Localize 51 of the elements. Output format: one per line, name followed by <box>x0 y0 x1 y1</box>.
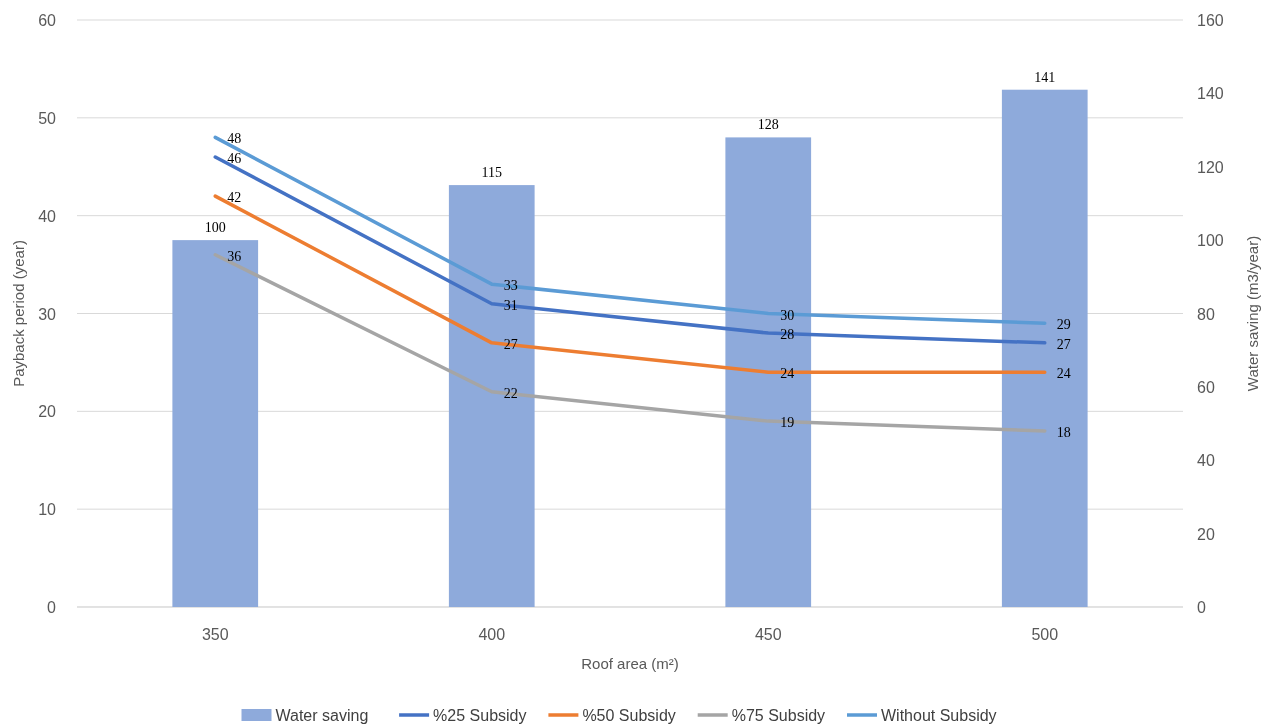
y2-tick-label: 140 <box>1197 85 1224 103</box>
data-label: 141 <box>1034 69 1056 85</box>
legend-label: Without Subsidy <box>881 707 997 724</box>
data-label: 29 <box>1056 317 1071 333</box>
legend-label: %25 Subsidy <box>433 707 527 724</box>
legend-label: %75 Subsidy <box>731 707 826 724</box>
x-tick-label: 450 <box>754 626 782 643</box>
y-tick-label: 50 <box>38 109 57 127</box>
y2-tick-label: 80 <box>1197 305 1215 323</box>
y-tick-label: 30 <box>38 305 57 323</box>
y2-tick-label: 0 <box>1197 599 1206 616</box>
x-tick-label: 400 <box>478 626 506 643</box>
data-label: 36 <box>227 248 242 264</box>
data-label: 48 <box>227 131 242 147</box>
line-series <box>213 253 1047 433</box>
data-label: 22 <box>503 385 518 401</box>
x-axis-title: Roof area (m²) <box>581 655 679 672</box>
data-label: 100 <box>204 220 226 236</box>
data-label: 28 <box>780 327 795 343</box>
data-label: 128 <box>757 117 779 133</box>
data-label: 31 <box>503 297 518 313</box>
x-tick-label: 500 <box>1031 626 1059 643</box>
y-tick-label: 20 <box>38 403 57 421</box>
data-label: 30 <box>780 307 795 323</box>
x-tick-label: 350 <box>201 626 229 643</box>
legend-label: Water saving <box>275 707 369 724</box>
data-label: 24 <box>1056 366 1071 382</box>
y-tick-label: 40 <box>38 207 57 225</box>
data-label: 46 <box>227 150 242 166</box>
y-tick-label: 0 <box>47 599 57 616</box>
bar <box>725 137 812 607</box>
data-label: 18 <box>1056 424 1071 440</box>
data-label: 27 <box>1056 336 1071 352</box>
y-tick-label: 60 <box>38 12 57 29</box>
y2-axis-title: Water saving (m3/year) <box>1244 235 1261 392</box>
legend-label: %50 Subsidy <box>582 707 676 724</box>
y2-tick-label: 40 <box>1197 452 1215 470</box>
y2-tick-label: 20 <box>1197 525 1215 543</box>
data-label: 19 <box>780 415 795 431</box>
y2-tick-label: 120 <box>1197 158 1224 176</box>
bar <box>1001 89 1088 607</box>
y-axis-title: Payback period (year) <box>10 240 27 387</box>
y2-tick-label: 100 <box>1197 232 1224 250</box>
bar <box>448 185 535 607</box>
y2-tick-label: 60 <box>1197 378 1215 396</box>
y2-tick-label: 160 <box>1197 12 1224 29</box>
data-label: 33 <box>503 278 518 294</box>
y-tick-label: 10 <box>38 501 57 519</box>
bar <box>172 240 259 607</box>
data-label: 42 <box>227 190 242 206</box>
data-label: 115 <box>481 165 502 181</box>
